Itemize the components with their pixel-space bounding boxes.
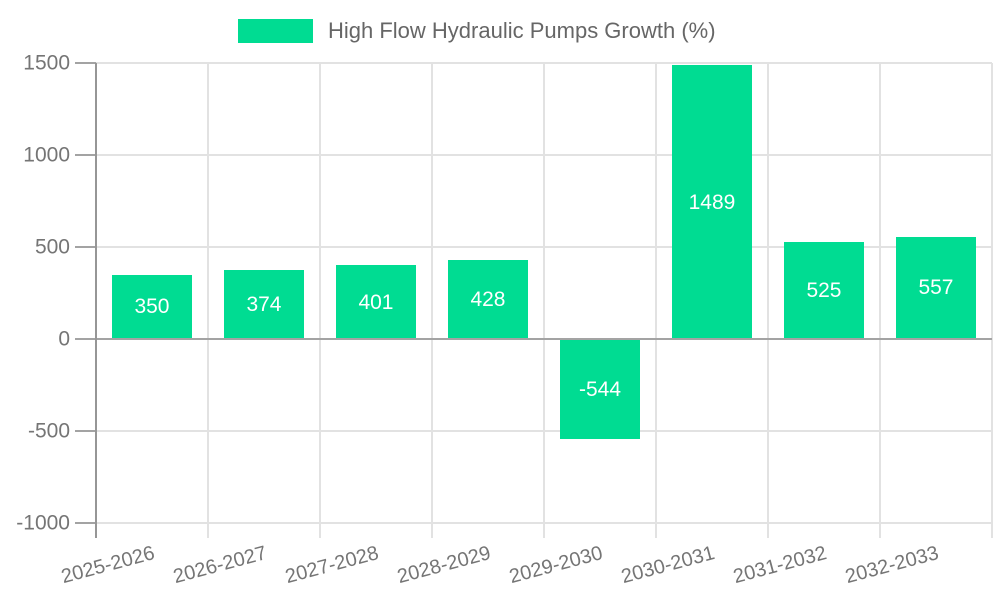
vertical-gridline xyxy=(431,63,433,538)
y-axis-tick xyxy=(75,154,96,156)
y-axis-tick xyxy=(75,62,96,64)
y-axis-tick-label: 500 xyxy=(34,235,70,259)
bar: 557 xyxy=(895,236,977,339)
bar: 350 xyxy=(111,274,193,339)
x-axis-tick-label: 2030-2031 xyxy=(619,542,718,589)
bar-value-label: 525 xyxy=(806,279,842,303)
x-axis-tick-label: 2027-2028 xyxy=(283,542,382,589)
y-axis-tick xyxy=(75,338,96,340)
bar-value-label: -544 xyxy=(578,377,621,401)
bar: 374 xyxy=(223,270,305,339)
y-axis-tick-label: 1500 xyxy=(23,51,70,75)
vertical-gridline xyxy=(207,63,209,538)
legend-swatch-icon xyxy=(238,19,313,43)
bar: 428 xyxy=(447,260,529,339)
x-axis-tick-label: 2028-2029 xyxy=(395,542,494,589)
x-axis-tick-label: 2025-2026 xyxy=(59,542,158,589)
y-axis-line xyxy=(95,63,97,538)
vertical-gridline xyxy=(991,63,993,538)
y-axis-tick xyxy=(75,246,96,248)
bar: 401 xyxy=(335,265,417,339)
zero-gridline xyxy=(96,338,992,340)
bar-value-label: 350 xyxy=(134,295,170,319)
vertical-gridline xyxy=(655,63,657,538)
y-axis-tick-label: -1000 xyxy=(16,511,70,535)
y-axis-tick-label: -500 xyxy=(27,419,70,443)
y-axis-tick xyxy=(75,522,96,524)
x-axis-tick-label: 2031-2032 xyxy=(731,542,830,589)
y-axis-tick-label: 0 xyxy=(58,327,70,351)
x-axis-tick-label: 2026-2027 xyxy=(171,542,270,589)
bar-value-label: 401 xyxy=(358,290,394,314)
bar-value-label: 1489 xyxy=(688,190,736,214)
bar-value-label: 428 xyxy=(470,288,506,312)
vertical-gridline xyxy=(767,63,769,538)
vertical-gridline xyxy=(879,63,881,538)
bar: 1489 xyxy=(671,65,753,339)
y-axis-tick-label: 1000 xyxy=(23,143,70,167)
plot-area: 350 374 401 428 -544 1489 525 557 xyxy=(75,62,993,538)
x-axis-tick-label: 2032-2033 xyxy=(843,542,942,589)
legend[interactable]: High Flow Hydraulic Pumps Growth (%) xyxy=(238,19,716,43)
bar-value-label: 374 xyxy=(246,293,282,317)
bar-value-label: 557 xyxy=(918,276,954,300)
vertical-gridline xyxy=(319,63,321,538)
vertical-gridline xyxy=(543,63,545,538)
legend-label: High Flow Hydraulic Pumps Growth (%) xyxy=(328,18,716,43)
y-axis-tick xyxy=(75,430,96,432)
bar: 525 xyxy=(783,242,865,339)
x-axis-tick-label: 2029-2030 xyxy=(507,542,606,589)
bar: -544 xyxy=(559,339,641,440)
